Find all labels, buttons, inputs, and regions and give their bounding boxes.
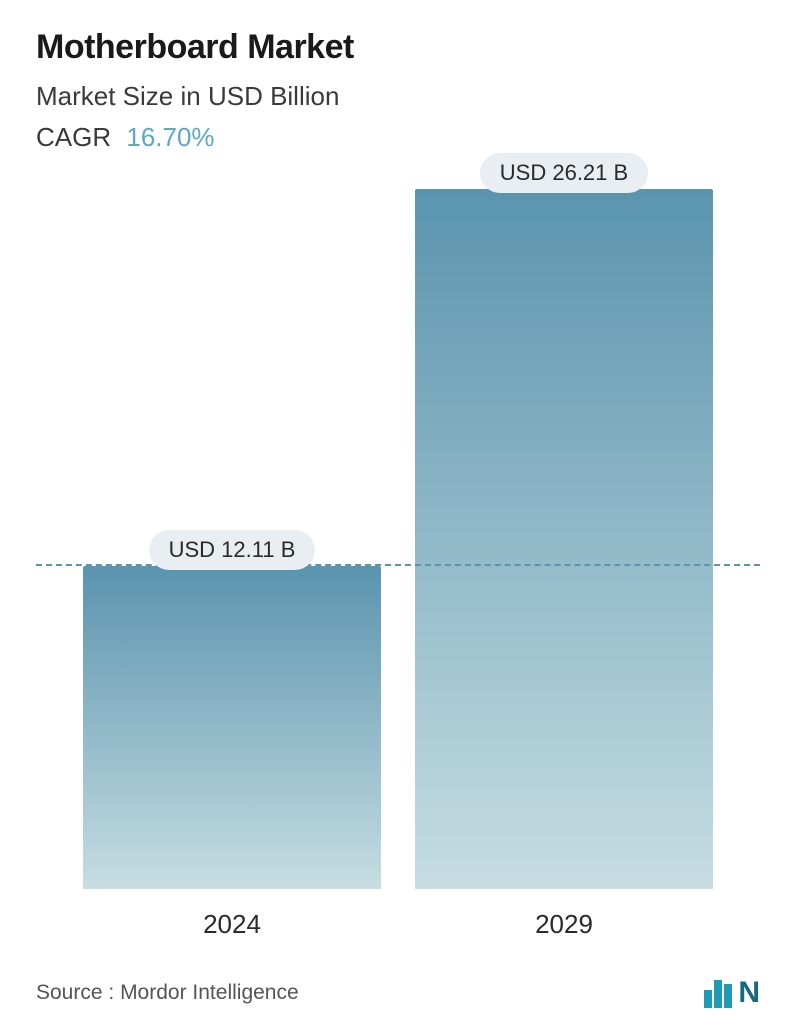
source-text: Source : Mordor Intelligence [36, 981, 299, 1005]
reference-dashed-line [36, 564, 760, 566]
mordor-logo: N [704, 978, 760, 1008]
value-badge-2029: USD 26.21 B [480, 153, 648, 193]
bar-2024 [83, 566, 382, 889]
chart-plot-area: USD 12.11 B USD 26.21 B [36, 183, 760, 889]
value-badge-2024: USD 12.11 B [149, 530, 316, 570]
chart-subtitle: Market Size in USD Billion [36, 81, 760, 112]
logo-bar-icon [724, 984, 732, 1008]
cagr-line: CAGR 16.70% [36, 122, 760, 153]
source-label: Source : [36, 981, 114, 1004]
x-axis-labels: 2024 2029 [36, 889, 760, 940]
logo-letter: N [738, 978, 760, 1008]
bars-wrapper: USD 12.11 B USD 26.21 B [36, 183, 760, 889]
x-label-2029: 2029 [415, 909, 714, 940]
cagr-value: 16.70% [126, 122, 214, 152]
chart-container: Motherboard Market Market Size in USD Bi… [0, 0, 796, 1034]
source-name: Mordor Intelligence [120, 981, 299, 1004]
bar-2029 [415, 189, 714, 889]
logo-bar-icon [714, 980, 722, 1008]
chart-footer: Source : Mordor Intelligence N [36, 978, 760, 1014]
bar-slot-2024: USD 12.11 B [83, 566, 382, 889]
x-label-2024: 2024 [83, 909, 382, 940]
chart-title: Motherboard Market [36, 28, 760, 67]
bar-slot-2029: USD 26.21 B [415, 189, 714, 889]
logo-bar-icon [704, 990, 712, 1008]
cagr-label: CAGR [36, 122, 111, 152]
